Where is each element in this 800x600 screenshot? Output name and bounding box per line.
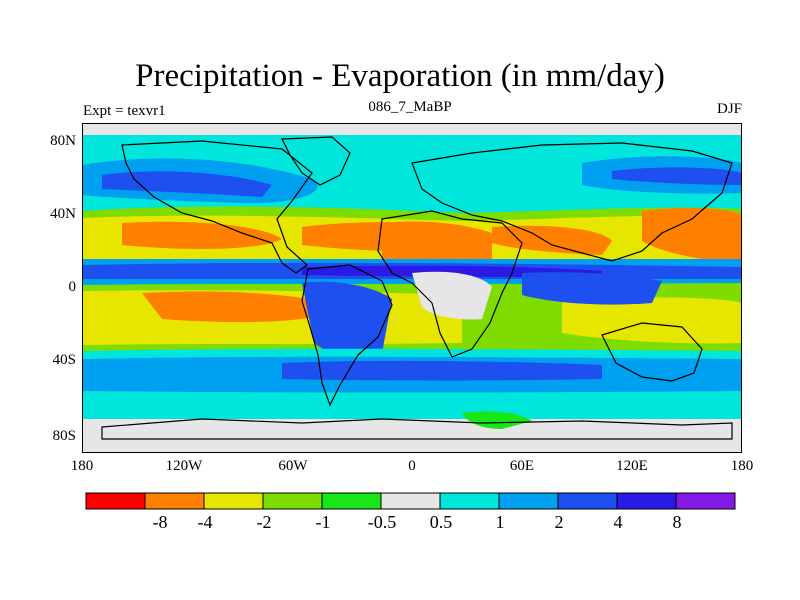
- colorbar-label: -4: [197, 512, 213, 532]
- x-tick-label: 180: [70, 458, 94, 474]
- y-tick-label: 80S: [52, 428, 76, 444]
- colorbar-swatch: [498, 492, 559, 510]
- chart-title: Precipitation - Evaporation (in mm/day): [135, 58, 665, 94]
- colorbar-label: 2: [554, 512, 564, 532]
- x-tick-label: 120W: [165, 458, 203, 474]
- colorbar-swatch: [144, 492, 205, 510]
- season-label: DJF: [716, 101, 742, 117]
- x-tick-label: 0: [408, 458, 416, 474]
- colorbar-label: -0.5: [367, 512, 397, 532]
- x-tick-label: 60W: [278, 458, 308, 474]
- colorbar-label: 8: [672, 512, 682, 532]
- experiment-label: Expt = texvr1: [83, 103, 166, 119]
- colorbar-swatch: [616, 492, 677, 510]
- colorbar-swatch: [262, 492, 323, 510]
- x-tick-label: 60E: [509, 458, 535, 474]
- y-tick-label: 40N: [50, 206, 76, 222]
- colorbar-label: -2: [256, 512, 272, 532]
- colorbar-swatch: [321, 492, 382, 510]
- colorbar-swatch: [85, 492, 146, 510]
- colorbar-label: 0.5: [429, 512, 453, 532]
- colorbar-swatch: [439, 492, 500, 510]
- y-tick-label: 80N: [50, 133, 76, 149]
- y-tick-label: 40S: [52, 352, 76, 368]
- colorbar-swatch: [675, 492, 736, 510]
- period-label: 086_7_MaBP: [368, 99, 452, 115]
- y-tick-label: 0: [68, 279, 77, 295]
- colorbar-label: 1: [495, 512, 505, 532]
- map-plot: [82, 123, 742, 453]
- x-tick-label: 120E: [616, 458, 648, 474]
- colorbar: [85, 492, 736, 510]
- colorbar-swatch: [557, 492, 618, 510]
- colorbar-label: -1: [315, 512, 331, 532]
- colorbar-label: 4: [613, 512, 623, 532]
- colorbar-label: -8: [152, 512, 168, 532]
- x-tick-label: 180: [730, 458, 754, 474]
- colorbar-swatch: [203, 492, 264, 510]
- colorbar-swatch: [380, 492, 441, 510]
